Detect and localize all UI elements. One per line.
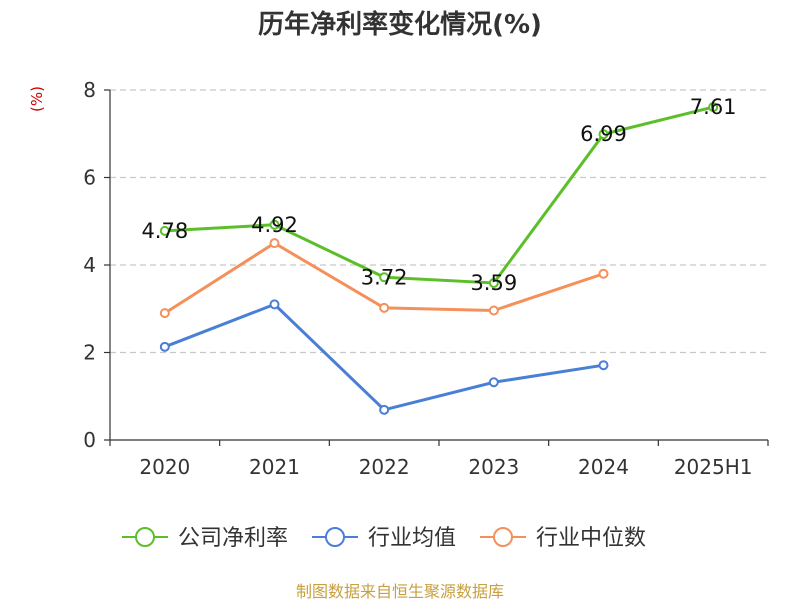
x-tick-label: 2020 bbox=[139, 455, 190, 479]
y-tick-label: 0 bbox=[83, 428, 96, 452]
data-point bbox=[598, 268, 609, 279]
legend-marker bbox=[325, 527, 345, 547]
data-point bbox=[269, 238, 280, 249]
data-point bbox=[598, 129, 609, 140]
data-label: 4.92 bbox=[251, 213, 298, 237]
data-label: 3.72 bbox=[361, 265, 408, 289]
data-point bbox=[379, 404, 390, 415]
data-point bbox=[269, 299, 280, 310]
y-tick-label: 6 bbox=[83, 166, 96, 190]
data-label: 7.61 bbox=[690, 95, 737, 119]
data-point bbox=[159, 225, 170, 236]
chart-title: 历年净利率变化情况(%) bbox=[258, 10, 542, 40]
data-point bbox=[598, 360, 609, 371]
series-line bbox=[164, 105, 714, 285]
legend-marker bbox=[135, 527, 155, 547]
data-point bbox=[488, 305, 499, 316]
series-line bbox=[164, 302, 604, 412]
data-point bbox=[379, 272, 390, 283]
data-point bbox=[379, 302, 390, 313]
x-tick-label: 2021 bbox=[249, 455, 300, 479]
y-tick-label: 2 bbox=[83, 341, 96, 365]
data-point bbox=[488, 377, 499, 388]
x-tick-label: 2025H1 bbox=[674, 455, 753, 479]
data-point bbox=[708, 102, 719, 113]
x-tick-label: 2023 bbox=[468, 455, 519, 479]
data-label: 4.78 bbox=[141, 219, 188, 243]
data-label: 3.59 bbox=[470, 271, 517, 295]
data-point bbox=[159, 341, 170, 352]
y-tick-label: 8 bbox=[83, 78, 96, 102]
data-point bbox=[488, 277, 499, 288]
data-label: 6.99 bbox=[580, 122, 627, 146]
data-source-note: 制图数据来自恒生聚源数据库 bbox=[295, 582, 504, 601]
x-tick-label: 2024 bbox=[578, 455, 629, 479]
x-tick-label: 2022 bbox=[359, 455, 410, 479]
y-tick-label: 4 bbox=[83, 253, 96, 277]
legend-label: 行业中位数 bbox=[536, 526, 646, 551]
legend-marker bbox=[493, 527, 513, 547]
data-point bbox=[269, 219, 280, 230]
data-point bbox=[159, 308, 170, 319]
legend-label: 行业均值 bbox=[368, 526, 456, 551]
legend-label: 公司净利率 bbox=[178, 526, 288, 551]
